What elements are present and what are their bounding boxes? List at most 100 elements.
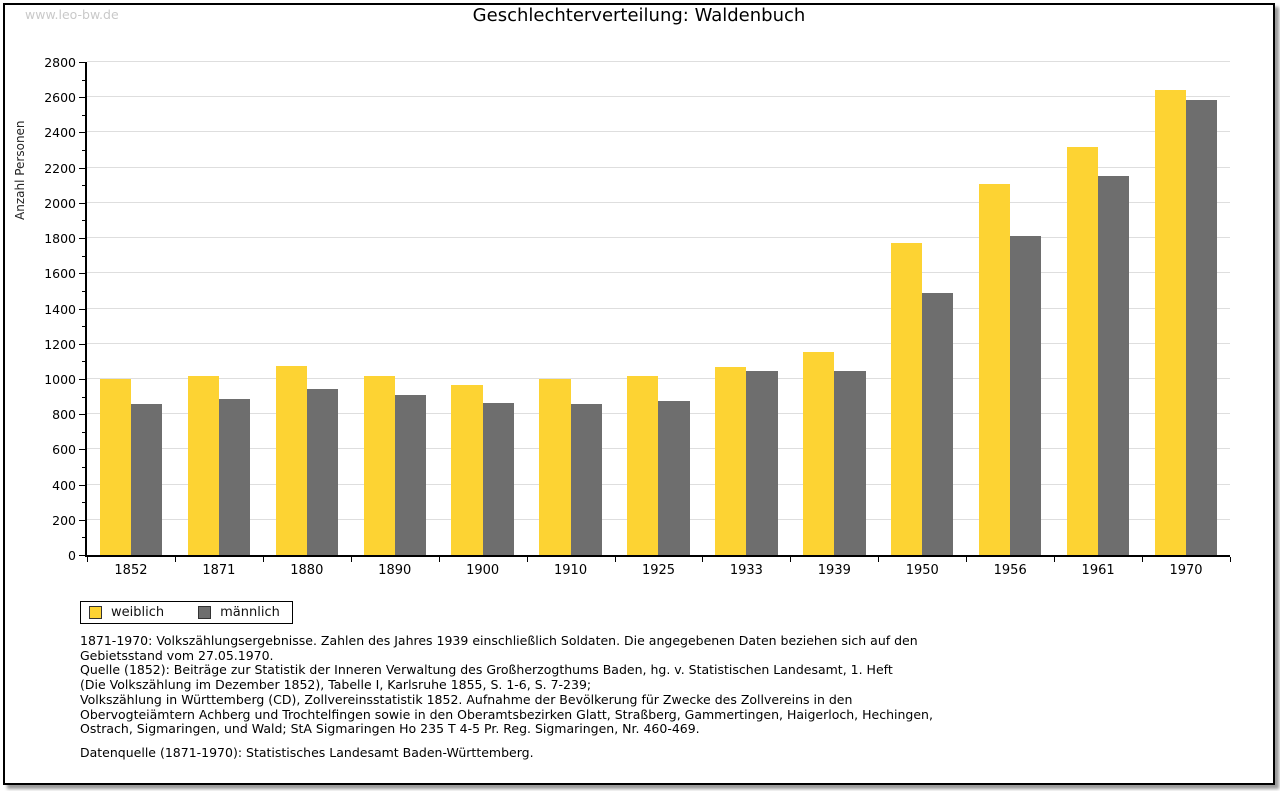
x-tick-label: 1925 [641,563,676,578]
y-tick [79,555,85,556]
bar-männlich-1900 [482,402,514,555]
bar-weiblich-1956 [978,184,1011,555]
bar-weiblich-1900 [451,385,483,555]
x-tick-label: 1880 [290,563,324,578]
bar-group-1939: 1939 [790,62,878,578]
bar-weiblich-1950 [891,243,923,555]
bar-männlich-1956 [1010,236,1042,555]
plot-area: 0 200 400 600 800 1000 1200 1400 1600 1800 2000 220… [44,55,1231,578]
bar-weiblich-1880 [275,365,307,555]
gridline [87,307,1230,309]
x-tick [1142,557,1144,562]
y-tick-label: 800 [52,407,76,423]
legend-swatch-männlich [198,606,212,619]
y-tick-label: 200 [52,512,76,528]
bar-group-1933: 1933 [702,62,790,578]
x-tick [1230,557,1231,562]
y-tick [82,150,85,152]
gridline [87,201,1230,203]
y-tick [82,502,85,504]
bar-weiblich-1890 [363,376,395,555]
y-tick [79,97,85,99]
x-tick-label: 1950 [905,563,939,578]
y-tick [82,466,85,468]
bar-weiblich-1871 [187,376,219,555]
y-tick [82,185,85,187]
gridline [87,96,1230,98]
chart-title: Geschlechterverteilung: Waldenbuch [472,5,806,26]
bar-männlich-1950 [922,292,954,555]
y-tick [79,519,85,521]
footnote-line: Quelle (1852): Beiträge zur Statistik de… [80,662,893,678]
y-tick [79,62,85,63]
y-tick-label: 1000 [44,371,76,387]
bar-group-1956: 1956 [966,62,1054,578]
x-tick [262,557,264,562]
footnote-line: Obervogteiämtern Achberg und Trochtelfin… [80,706,933,722]
bar-männlich-1910 [570,403,602,555]
y-tick-label: 2600 [44,90,76,106]
footnote-line: Ostrach, Sigmaringen, und Wald; StA Sigm… [80,721,700,737]
y-tick [79,238,85,240]
y-tick-label: 0 [68,548,76,563]
x-tick-label: 1910 [554,563,588,578]
y-tick [79,132,85,134]
y-tick [82,79,85,81]
x-tick-label: 1939 [817,563,851,578]
legend-box: weiblich männlich [80,601,293,624]
y-tick [82,220,85,222]
y-tick [79,202,85,204]
y-tick-label: 1200 [44,336,76,352]
y-tick [82,326,85,328]
y-tick [82,431,85,433]
bar-männlich-1933 [746,371,778,555]
bar-group-1950: 1950 [878,62,966,578]
legend-label: weiblich [111,605,165,620]
gridline [87,272,1230,274]
y-tick [82,361,85,363]
legend-item-männlich: männlich [198,605,280,620]
datasource-line: Datenquelle (1871-1970): Statistisches L… [80,744,534,760]
bar-weiblich-1961 [1066,146,1099,555]
bar-männlich-1852 [130,403,163,555]
x-tick [438,557,440,562]
footnote-line: Volkszählung in Württemberg (CD), Zollve… [80,691,853,707]
y-tick [79,414,85,416]
y-tick-label: 400 [52,477,76,493]
gridline [87,61,1230,62]
legend-swatch-weiblich [89,606,102,619]
bar-group-1925: 1925 [615,62,703,578]
footnote-line: Gebietsstand vom 27.05.1970. [80,647,274,663]
bar-männlich-1925 [658,400,690,555]
bar-group-1880: 1880 [263,62,351,578]
x-tick [174,557,176,562]
bar-weiblich-1852 [99,378,131,555]
x-tick [87,557,88,562]
y-tick-label: 1800 [44,231,76,247]
y-tick [79,273,85,275]
y-tick [79,167,85,169]
x-tick [878,557,880,562]
y-tick-label: 1600 [44,266,76,282]
bar-weiblich-1939 [803,351,835,555]
y-tick-label: 2800 [44,55,76,70]
x-tick-label: 1933 [729,563,763,578]
x-tick-label: 1956 [993,563,1027,578]
x-tick [614,557,616,562]
gridline [87,166,1230,168]
bar-group-1970: 1970 [1142,62,1230,578]
bar-männlich-1880 [306,388,338,555]
page-frame: www.leo-bw.de Geschlechterverteilung: Wa… [3,3,1275,785]
legend-label: männlich [220,605,280,620]
bar-männlich-1961 [1098,176,1130,555]
footnote-lines: 1871-1970: Volkszählungsergebnisse. Zahl… [80,633,1180,737]
site-watermark: www.leo-bw.de [25,7,119,22]
x-tick [1054,557,1056,562]
bar-männlich-1939 [834,371,866,555]
bar-group-1910: 1910 [527,62,615,578]
bar-weiblich-1933 [715,367,747,555]
footnote-line: (Die Volkszählung im Dezember 1852), Tab… [80,677,592,693]
page-content: www.leo-bw.de Geschlechterverteilung: Wa… [5,5,1273,783]
x-tick [702,557,704,562]
y-tick-label: 2400 [44,125,76,141]
